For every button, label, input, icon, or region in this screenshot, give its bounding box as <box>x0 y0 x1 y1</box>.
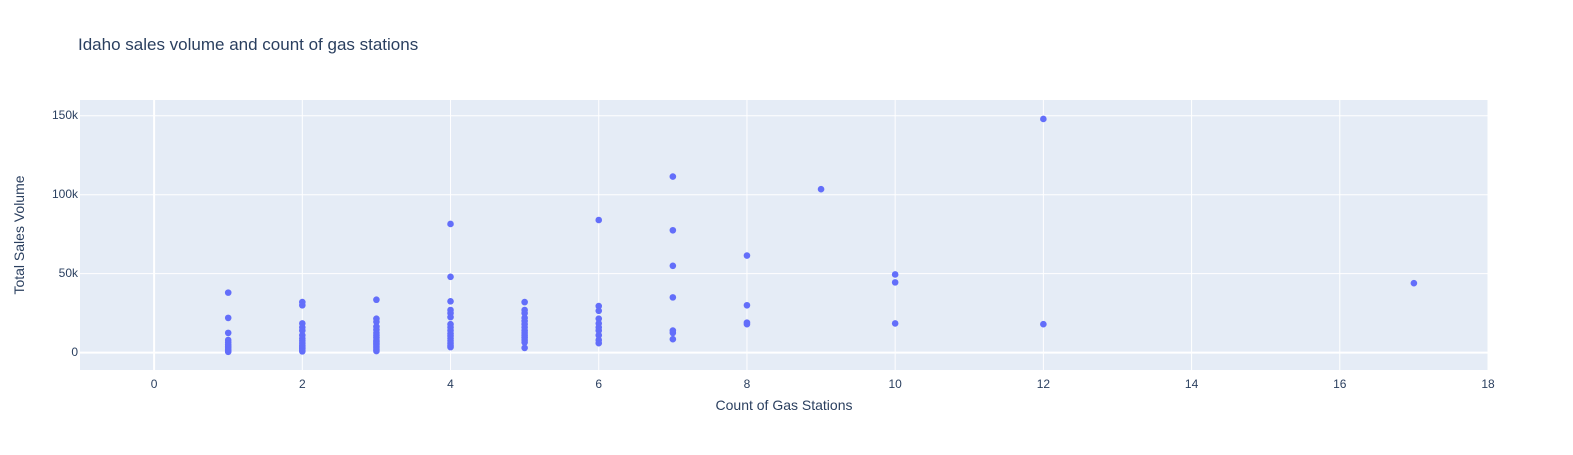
x-tick-label: 0 <box>151 377 158 391</box>
data-point <box>1410 279 1418 287</box>
y-axis-title: Total Sales Volume <box>11 175 27 294</box>
data-point <box>595 216 603 224</box>
y-tick-label: 100k <box>52 187 79 201</box>
data-point <box>299 301 306 309</box>
data-point <box>669 226 677 234</box>
data-point <box>891 279 899 286</box>
x-tick-label: 2 <box>299 377 306 391</box>
x-tick-label: 12 <box>1037 377 1051 391</box>
data-point <box>224 348 232 356</box>
data-point <box>595 307 603 315</box>
data-point <box>669 329 677 337</box>
data-point <box>669 262 677 270</box>
x-tick-label: 8 <box>744 377 751 391</box>
plot-area <box>80 100 1488 370</box>
data-point <box>299 327 306 334</box>
data-point <box>743 301 751 309</box>
data-point <box>1040 320 1047 328</box>
data-point <box>447 220 454 228</box>
x-tick-label: 6 <box>595 377 602 391</box>
data-point <box>817 185 825 193</box>
x-tick-label: 14 <box>1185 377 1199 391</box>
tick-labels: 0 2 4 6 8 10 12 14 16 18 0 50k 100k 150k <box>52 108 1495 391</box>
data-point <box>743 252 751 259</box>
data-point <box>447 343 454 351</box>
data-point <box>1040 115 1047 123</box>
x-tick-label: 4 <box>447 377 454 391</box>
data-point <box>447 298 454 305</box>
data-point <box>595 315 603 322</box>
data-point <box>595 331 603 339</box>
data-point <box>373 296 380 304</box>
y-tick-label: 0 <box>71 345 78 359</box>
data-point <box>669 335 677 343</box>
data-point <box>521 309 528 317</box>
data-point <box>669 173 677 180</box>
data-point <box>447 313 454 321</box>
y-tick-label: 50k <box>59 266 79 280</box>
data-point <box>447 273 454 281</box>
data-point <box>595 339 603 347</box>
x-tick-label: 10 <box>888 377 902 391</box>
y-tick-label: 150k <box>52 108 79 122</box>
data-point <box>224 329 232 337</box>
x-tick-label: 18 <box>1481 377 1495 391</box>
x-axis-title: Count of Gas Stations <box>716 397 853 413</box>
chart-title: Idaho sales volume and count of gas stat… <box>78 35 418 54</box>
data-point <box>299 348 306 355</box>
gridlines <box>80 100 1489 370</box>
data-point <box>595 302 603 310</box>
data-point <box>224 289 232 296</box>
data-point <box>595 327 603 334</box>
x-tick-label: 16 <box>1333 377 1347 391</box>
data-points <box>224 115 1418 356</box>
data-point <box>521 298 528 306</box>
data-point <box>521 339 528 346</box>
data-point <box>373 347 380 355</box>
data-point <box>669 294 677 301</box>
data-point <box>743 320 751 328</box>
data-point <box>891 271 899 278</box>
data-point <box>891 320 899 327</box>
data-point <box>373 318 380 326</box>
data-point <box>224 314 232 322</box>
data-point <box>521 344 528 352</box>
